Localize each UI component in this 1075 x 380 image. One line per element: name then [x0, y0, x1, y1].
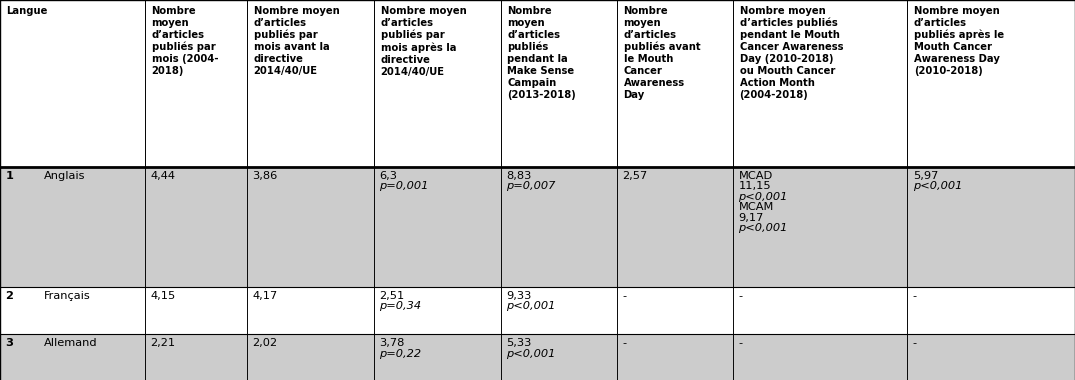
Text: 4,44: 4,44: [151, 171, 175, 181]
Text: p<0,001: p<0,001: [506, 301, 556, 311]
Bar: [0, 0, 145, 167]
Text: 4,17: 4,17: [253, 291, 277, 301]
Text: -: -: [739, 291, 743, 301]
Text: Nombre moyen
d’articles
publiés après le
Mouth Cancer
Awareness Day
(2010-2018): Nombre moyen d’articles publiés après le…: [914, 6, 1004, 76]
Text: 1: 1: [5, 171, 13, 181]
Text: p<0,001: p<0,001: [739, 223, 788, 233]
Text: p<0,001: p<0,001: [913, 182, 962, 192]
Bar: [733, 167, 907, 287]
Text: 3,86: 3,86: [253, 171, 277, 181]
Text: MCAD: MCAD: [739, 171, 773, 181]
Bar: [145, 287, 247, 334]
Bar: [617, 167, 733, 287]
Text: -: -: [622, 338, 627, 348]
Text: MCAM: MCAM: [739, 203, 774, 212]
Bar: [733, 334, 907, 380]
Text: 9,17: 9,17: [739, 213, 764, 223]
Text: p<0,001: p<0,001: [506, 349, 556, 359]
Text: 2,02: 2,02: [253, 338, 277, 348]
Bar: [247, 287, 374, 334]
Bar: [247, 167, 374, 287]
Text: Français: Français: [43, 291, 90, 301]
Text: 2,51: 2,51: [379, 291, 404, 301]
Text: -: -: [622, 291, 627, 301]
Text: 6,3: 6,3: [379, 171, 398, 181]
Bar: [907, 0, 1075, 167]
Bar: [0, 287, 145, 334]
Text: Nombre moyen
d’articles
publiés par
mois avant la
directive
2014/40/UE: Nombre moyen d’articles publiés par mois…: [254, 6, 340, 76]
Text: Anglais: Anglais: [43, 171, 85, 181]
Text: -: -: [739, 338, 743, 348]
Bar: [907, 167, 1075, 287]
Text: 2,21: 2,21: [151, 338, 175, 348]
Text: p=0,007: p=0,007: [506, 182, 556, 192]
Bar: [501, 287, 617, 334]
Text: 9,33: 9,33: [506, 291, 532, 301]
Bar: [0, 334, 145, 380]
Bar: [907, 334, 1075, 380]
Bar: [617, 334, 733, 380]
Text: p=0,22: p=0,22: [379, 349, 421, 359]
Bar: [733, 0, 907, 167]
Bar: [374, 287, 501, 334]
Text: Langue: Langue: [6, 6, 47, 16]
Text: 8,83: 8,83: [506, 171, 532, 181]
Bar: [374, 0, 501, 167]
Bar: [145, 167, 247, 287]
Bar: [501, 167, 617, 287]
Text: Nombre
moyen
d’articles
publiés
pendant la
Make Sense
Campain
(2013-2018): Nombre moyen d’articles publiés pendant …: [507, 6, 576, 100]
Text: Nombre
moyen
d’articles
publiés par
mois (2004-
2018): Nombre moyen d’articles publiés par mois…: [152, 6, 218, 76]
Text: 4,15: 4,15: [151, 291, 175, 301]
Bar: [247, 334, 374, 380]
Text: 5,97: 5,97: [913, 171, 938, 181]
Text: Nombre moyen
d’articles
publiés par
mois après la
directive
2014/40/UE: Nombre moyen d’articles publiés par mois…: [381, 6, 467, 77]
Text: p=0,34: p=0,34: [379, 301, 421, 311]
Bar: [501, 0, 617, 167]
Bar: [374, 334, 501, 380]
Text: -: -: [913, 338, 917, 348]
Bar: [501, 334, 617, 380]
Text: Nombre
moyen
d’articles
publiés avant
le Mouth
Cancer
Awareness
Day: Nombre moyen d’articles publiés avant le…: [624, 6, 700, 100]
Bar: [145, 0, 247, 167]
Bar: [374, 167, 501, 287]
Bar: [145, 334, 247, 380]
Bar: [617, 287, 733, 334]
Bar: [247, 0, 374, 167]
Text: 2,57: 2,57: [622, 171, 647, 181]
Text: 3: 3: [5, 338, 13, 348]
Text: Allemand: Allemand: [43, 338, 97, 348]
Bar: [617, 0, 733, 167]
Bar: [907, 287, 1075, 334]
Text: -: -: [913, 291, 917, 301]
Text: 5,33: 5,33: [506, 338, 532, 348]
Text: 11,15: 11,15: [739, 182, 771, 192]
Bar: [733, 287, 907, 334]
Text: 3,78: 3,78: [379, 338, 405, 348]
Text: 2: 2: [5, 291, 13, 301]
Text: p=0,001: p=0,001: [379, 182, 429, 192]
Text: Nombre moyen
d’articles publiés
pendant le Mouth
Cancer Awareness
Day (2010-2018: Nombre moyen d’articles publiés pendant …: [740, 6, 843, 100]
Bar: [0, 167, 145, 287]
Text: p<0,001: p<0,001: [739, 192, 788, 202]
